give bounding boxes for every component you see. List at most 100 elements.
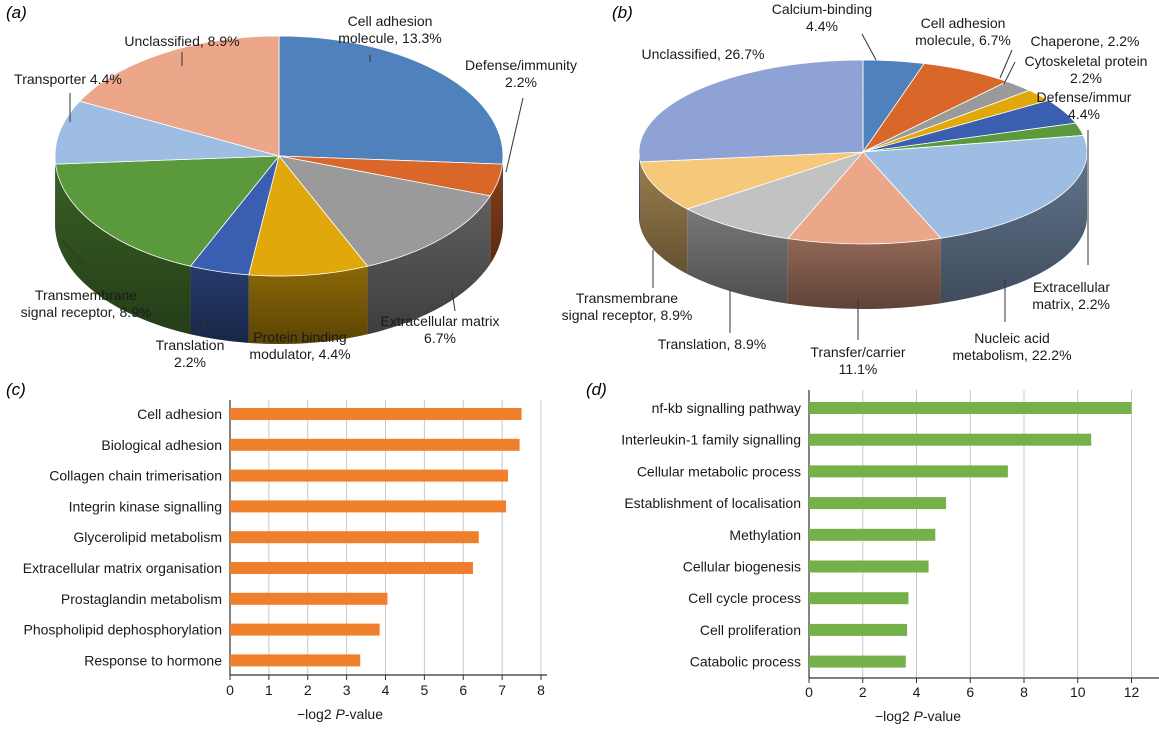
pie-slice-8 bbox=[686, 151, 865, 240]
category-label-2: Cellular metabolic process bbox=[637, 463, 801, 479]
category-label-6: Prostaglandin metabolism bbox=[61, 591, 222, 607]
tick-label-0: 0 bbox=[226, 682, 234, 698]
pie-label-10: Unclassified, 26.7% bbox=[642, 46, 765, 62]
category-label-6: Cell cycle process bbox=[688, 590, 801, 606]
category-label-0: nf-kb signalling pathway bbox=[652, 400, 801, 416]
pie-side-shade-1 bbox=[490, 164, 503, 264]
category-label-3: Integrin kinase signalling bbox=[69, 498, 222, 514]
pie-label-9: Transmembrane signal receptor, 8.9% bbox=[562, 290, 693, 323]
pie-label-4: Translation 2.2% bbox=[156, 337, 225, 370]
bar-8 bbox=[809, 655, 906, 668]
leader-line-0 bbox=[861, 33, 877, 61]
bar-7 bbox=[809, 623, 908, 636]
pie-side-shade-2 bbox=[367, 195, 491, 335]
pie-side-shade-6 bbox=[55, 156, 56, 233]
bar-2 bbox=[809, 465, 1008, 478]
tick-label-4: 4 bbox=[382, 682, 390, 698]
pie-label-6: Nucleic acid metabolism, 22.2% bbox=[952, 330, 1071, 363]
pie-side-shade-6 bbox=[940, 152, 1087, 304]
pie-label-3: Cytoskeletal protein 2.2% bbox=[1025, 53, 1148, 86]
pie-label-7: Transfer/carrier 11.1% bbox=[810, 344, 906, 377]
tick-label-3: 6 bbox=[966, 684, 974, 700]
tick-label-5: 10 bbox=[1070, 684, 1086, 700]
bar-4 bbox=[230, 531, 479, 544]
pie-label-8: Translation, 8.9% bbox=[658, 336, 766, 352]
category-label-1: Biological adhesion bbox=[101, 437, 222, 453]
category-label-4: Methylation bbox=[729, 527, 801, 543]
bar-2 bbox=[230, 469, 508, 482]
pie-label-3: Protein binding modulator, 4.4% bbox=[249, 329, 350, 362]
pie-side-shade-3 bbox=[248, 266, 368, 344]
bar-0 bbox=[230, 408, 522, 420]
pie-side-shade-10 bbox=[639, 152, 641, 227]
pie-slice-7 bbox=[78, 35, 280, 157]
panel-letter-d: (d) bbox=[586, 380, 607, 399]
leader-line-2 bbox=[451, 289, 456, 312]
pie-slice-6 bbox=[54, 100, 280, 165]
pie-label-5: Transmembrane signal receptor, 8.9% bbox=[21, 287, 152, 320]
category-label-1: Interleukin-1 family signalling bbox=[621, 432, 801, 448]
tick-label-3: 3 bbox=[343, 682, 351, 698]
category-label-7: Cell proliferation bbox=[700, 622, 801, 638]
x-axis-title: −log2 P-value bbox=[875, 708, 961, 724]
bar-5 bbox=[230, 562, 473, 574]
tick-label-5: 5 bbox=[420, 682, 428, 698]
category-label-8: Response to hormone bbox=[84, 652, 222, 668]
pie-label-0: Calcium-binding 4.4% bbox=[772, 1, 872, 34]
pie-slice-6 bbox=[862, 135, 1088, 239]
tick-label-2: 4 bbox=[913, 684, 921, 700]
pie-label-6: Transporter 4.4% bbox=[14, 71, 122, 87]
panel-letter-a: (a) bbox=[6, 3, 27, 22]
pie-side-shade-7 bbox=[787, 238, 941, 310]
pie-side-shade-9 bbox=[640, 161, 688, 275]
panel-letter-b: (b) bbox=[612, 3, 633, 22]
tick-label-7: 7 bbox=[498, 682, 506, 698]
category-label-8: Catabolic process bbox=[690, 654, 801, 670]
tick-label-2: 2 bbox=[304, 682, 312, 698]
bar-chart-d: 0 2 4 6 8 10 12 nf-kb signalling pathway Interle… bbox=[621, 390, 1159, 724]
category-label-4: Glycerolipid metabolism bbox=[73, 529, 222, 545]
tick-label-8: 8 bbox=[537, 682, 545, 698]
pie-side-shade-4 bbox=[190, 266, 249, 343]
pie-slice-3 bbox=[248, 155, 369, 277]
x-axis-title: −log2 P-value bbox=[297, 706, 383, 722]
pie-label-2: Chaperone, 2.2% bbox=[1031, 33, 1140, 49]
pie-slice-10 bbox=[638, 59, 864, 163]
tick-label-6: 12 bbox=[1124, 684, 1140, 700]
bar-6 bbox=[230, 592, 388, 605]
pie-chart-b: Calcium-binding 4.4% Cell adhesion molecule… bbox=[562, 1, 1148, 377]
category-label-5: Cellular biogenesis bbox=[683, 559, 801, 575]
pie-side-shade-8 bbox=[687, 209, 788, 304]
category-label-5: Extracellular matrix organisation bbox=[23, 560, 222, 576]
leader-line-2 bbox=[999, 49, 1013, 79]
pie-slice-9 bbox=[639, 151, 864, 210]
category-label-3: Establishment of localisation bbox=[624, 495, 801, 511]
bar-7 bbox=[230, 623, 380, 636]
tick-label-1: 1 bbox=[265, 682, 273, 698]
bar-3 bbox=[809, 497, 947, 510]
leader-line-1 bbox=[505, 97, 524, 173]
leader-line-4 bbox=[197, 317, 209, 336]
leader-line-5 bbox=[61, 239, 85, 265]
pie-slice-5 bbox=[55, 155, 280, 267]
category-label-0: Cell adhesion bbox=[137, 406, 222, 422]
category-label-2: Collagen chain trimerisation bbox=[49, 468, 222, 484]
bar-3 bbox=[230, 500, 507, 513]
bar-6 bbox=[809, 592, 909, 605]
pie-label-2: Extracellular matrix 6.7% bbox=[380, 313, 499, 346]
bar-1 bbox=[809, 433, 1092, 446]
pie-slice-2 bbox=[278, 155, 491, 267]
pie-slice-0 bbox=[278, 35, 504, 165]
pie-side-shade-5 bbox=[55, 164, 191, 335]
pie-chart-a: Cell adhesion molecule, 13.3% Defense/immu… bbox=[14, 13, 577, 370]
pie-label-1: Defense/immunity 2.2% bbox=[465, 57, 577, 90]
pie-label-5: Extracellular matrix, 2.2% bbox=[1032, 279, 1110, 312]
tick-label-1: 2 bbox=[859, 684, 867, 700]
category-label-7: Phospholipid dephosphorylation bbox=[24, 622, 222, 638]
pie-label-0: Cell adhesion molecule, 13.3% bbox=[338, 13, 442, 46]
pie-label-4: Defense/immur 4.4% bbox=[1037, 89, 1132, 122]
leader-line-3 bbox=[1003, 61, 1016, 85]
bar-1 bbox=[230, 438, 520, 451]
bar-5 bbox=[809, 560, 929, 573]
